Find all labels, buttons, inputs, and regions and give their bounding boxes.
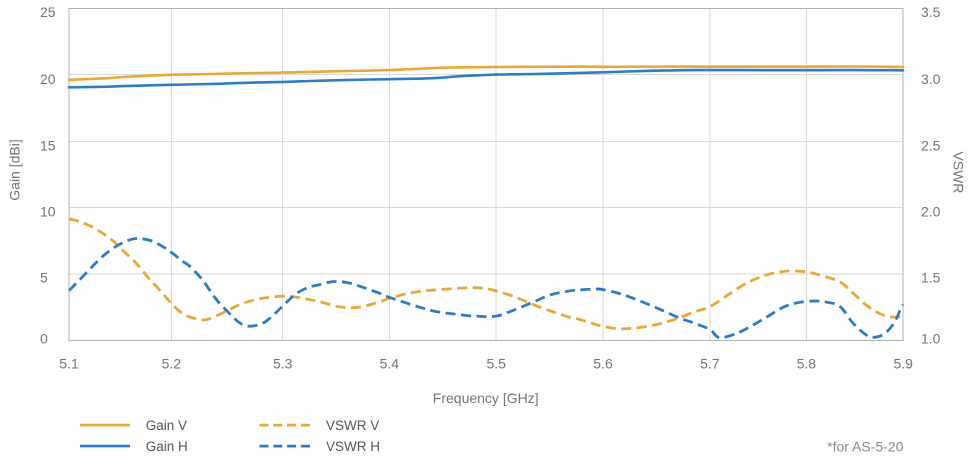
svg-text:25: 25	[40, 4, 56, 20]
svg-text:Gain V: Gain V	[146, 418, 187, 433]
svg-text:5.7: 5.7	[700, 356, 720, 372]
svg-text:Frequency [GHz]: Frequency [GHz]	[433, 390, 539, 406]
svg-text:15: 15	[40, 138, 56, 154]
svg-text:*for AS-5-20: *for AS-5-20	[827, 439, 903, 455]
svg-text:5.1: 5.1	[59, 356, 79, 372]
svg-text:5.2: 5.2	[162, 356, 182, 372]
svg-text:5.6: 5.6	[593, 356, 613, 372]
svg-text:2.5: 2.5	[921, 138, 941, 154]
svg-text:5.3: 5.3	[273, 356, 293, 372]
svg-text:1.5: 1.5	[921, 269, 941, 285]
svg-text:5.9: 5.9	[893, 356, 913, 372]
svg-text:1.0: 1.0	[921, 330, 941, 346]
svg-text:VSWR H: VSWR H	[326, 439, 380, 454]
svg-text:VSWR V: VSWR V	[326, 418, 379, 433]
svg-text:5: 5	[40, 269, 48, 285]
svg-text:2.0: 2.0	[921, 204, 941, 220]
svg-text:10: 10	[40, 204, 56, 220]
svg-text:Gain [dBi]: Gain [dBi]	[7, 139, 23, 200]
svg-text:0: 0	[40, 330, 48, 346]
svg-text:5.4: 5.4	[380, 356, 400, 372]
svg-text:5.8: 5.8	[797, 356, 817, 372]
svg-text:Gain H: Gain H	[146, 439, 188, 454]
svg-text:3.0: 3.0	[921, 71, 941, 87]
svg-text:20: 20	[40, 71, 56, 87]
svg-text:5.5: 5.5	[486, 356, 506, 372]
svg-text:VSWR: VSWR	[951, 151, 967, 193]
svg-text:3.5: 3.5	[921, 4, 941, 20]
